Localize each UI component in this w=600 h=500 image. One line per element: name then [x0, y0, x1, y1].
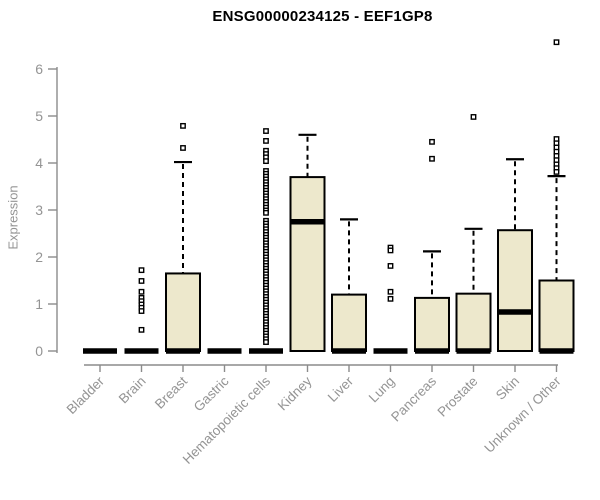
chart-title: ENSG00000234125 - EEF1GP8	[212, 8, 433, 25]
outlier-point	[553, 39, 560, 46]
box	[538, 279, 575, 352]
median-line	[415, 348, 449, 354]
outlier-point	[138, 278, 145, 284]
outlier-point	[553, 169, 560, 175]
outlier-point	[180, 122, 186, 129]
median-line	[83, 348, 117, 354]
outlier-point	[138, 267, 145, 274]
boxplot-liver	[331, 218, 367, 354]
boxplot-brain	[124, 267, 159, 354]
median-line	[249, 348, 283, 354]
boxplot-pancreas	[414, 138, 450, 354]
x-tick-label-unknown-other: Unknown / Other	[481, 373, 564, 456]
x-tick-label-prostate: Prostate	[434, 374, 480, 420]
y-tick-label: 0	[35, 343, 43, 359]
y-tick-label: 3	[35, 202, 43, 218]
boxplot-kidney	[289, 133, 326, 352]
boxplot-skin	[497, 158, 533, 353]
x-tick-label-bladder: Bladder	[64, 373, 108, 417]
median-line	[290, 219, 325, 225]
median-line	[456, 348, 491, 354]
outlier-point	[263, 128, 269, 134]
boxplot-gastric	[207, 348, 242, 354]
x-tick-label-liver: Liver	[325, 373, 357, 405]
x-tick-label-kidney: Kidney	[275, 373, 315, 413]
outlier-point	[263, 158, 269, 165]
outlier-point	[387, 263, 394, 269]
y-tick-label: 1	[35, 296, 43, 312]
outlier-point	[387, 247, 394, 254]
median-line	[498, 309, 532, 315]
boxplot-hematopoietic-cells	[249, 128, 283, 354]
y-tick-label: 5	[35, 108, 43, 124]
median-line	[124, 348, 159, 354]
outlier-point	[138, 308, 145, 314]
boxplot-unknown-other	[538, 39, 575, 354]
boxplot-breast	[165, 122, 201, 354]
outlier-point	[387, 295, 394, 302]
outlier-point	[138, 288, 145, 295]
x-tick-label-gastric: Gastric	[191, 373, 232, 414]
outlier-point	[470, 114, 477, 120]
x-tick-label-pancreas: Pancreas	[388, 373, 439, 424]
box	[165, 272, 201, 353]
median-line	[539, 348, 574, 354]
x-tick-label-breast: Breast	[152, 373, 190, 411]
box	[414, 296, 450, 353]
outlier-point	[263, 339, 269, 345]
x-tick-label-skin: Skin	[493, 374, 522, 403]
x-tick-label-lung: Lung	[366, 374, 398, 406]
boxplot-lung	[373, 244, 408, 354]
x-tick-label-brain: Brain	[116, 374, 149, 407]
boxplot-bladder	[83, 348, 117, 354]
y-axis-label: Expression	[5, 185, 21, 250]
y-tick-label: 2	[35, 249, 43, 265]
box	[455, 292, 492, 353]
outlier-point	[263, 209, 269, 216]
boxplot-prostate	[455, 114, 492, 354]
outlier-point	[429, 138, 435, 145]
outlier-point	[429, 155, 435, 162]
outlier-point	[263, 138, 269, 144]
box	[331, 293, 367, 353]
median-line	[332, 348, 366, 354]
outlier-point	[138, 326, 145, 333]
median-line	[207, 348, 242, 354]
y-tick-label: 4	[35, 155, 43, 171]
box	[289, 176, 326, 352]
outlier-point	[387, 288, 394, 295]
outlier-point	[180, 145, 186, 151]
y-tick-label: 6	[35, 61, 43, 77]
median-line	[166, 348, 200, 354]
median-line	[373, 348, 408, 354]
y-axis: 0 1 2 3 4 5 6	[35, 61, 58, 359]
box	[497, 229, 533, 353]
